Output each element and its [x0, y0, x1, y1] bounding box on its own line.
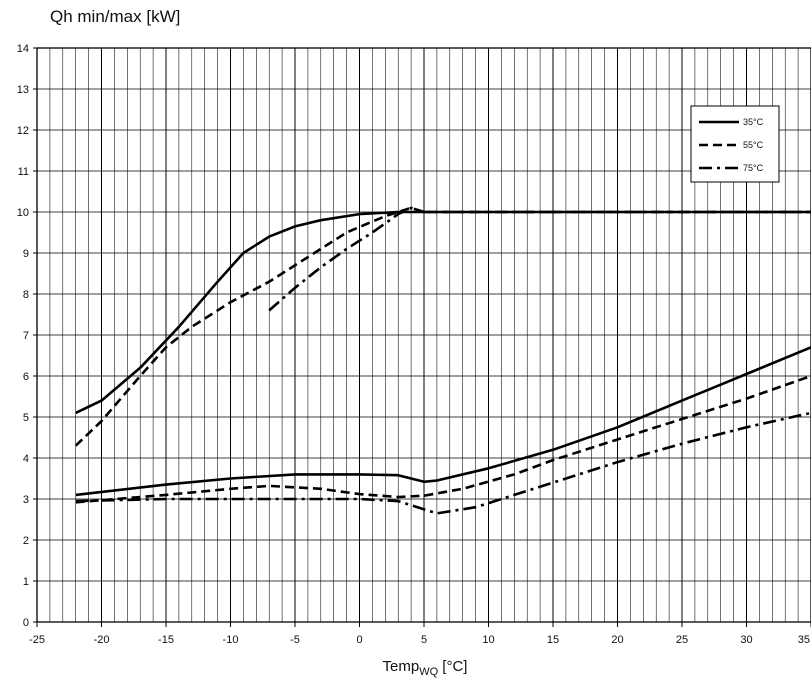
y-tick-label: 1: [23, 576, 29, 588]
legend-label: 35°C: [743, 117, 764, 127]
y-tick-label: 6: [23, 371, 29, 383]
y-axis-label: Qh min/max [kW]: [50, 7, 180, 26]
series-line-solid-min: [75, 346, 811, 497]
series-line-dashdot-min: [75, 411, 811, 515]
y-tick-label: 5: [23, 412, 29, 424]
x-tick-labels: -25 -20 -15 -10 -5 0 5 10 15 20 25 30 35: [29, 622, 811, 646]
x-axis-label-sub: WQ: [419, 666, 438, 678]
y-tick-label: 2: [23, 535, 29, 547]
y-tick-label: 12: [17, 125, 29, 137]
x-tick-label: 20: [611, 634, 623, 646]
x-axis-label: TempWQ [°C]: [383, 658, 468, 678]
x-tick-label: 25: [676, 634, 688, 646]
y-tick-label: 14: [17, 43, 29, 55]
series-line-solid-max: [75, 210, 811, 415]
y-tick-label: 8: [23, 289, 29, 301]
x-tick-label: -20: [94, 634, 110, 646]
x-axis-label-main: Temp: [383, 658, 420, 675]
x-tick-label: -5: [290, 634, 300, 646]
legend-label: 75°C: [743, 163, 764, 173]
x-tick-label: 30: [740, 634, 752, 646]
x-axis-label-unit: [°C]: [438, 658, 467, 675]
y-tick-label: 3: [23, 494, 29, 506]
x-tick-label: 35: [798, 634, 810, 646]
y-tick-label: 9: [23, 248, 29, 260]
series-line-dashed-min: [75, 374, 811, 504]
y-tick-label: 7: [23, 330, 29, 342]
series-line-dashdot-max: [268, 206, 811, 312]
series-line-dashed-max: [74, 206, 811, 447]
series-layer: [74, 206, 811, 515]
x-tick-label: -15: [158, 634, 174, 646]
y-tick-label: 11: [18, 166, 29, 178]
x-tick-label: -10: [223, 634, 239, 646]
y-tick-label: 4: [23, 453, 29, 465]
legend-label: 55°C: [743, 140, 764, 150]
y-tick-label: 0: [23, 617, 29, 629]
x-tick-label: -25: [29, 634, 45, 646]
y-tick-label: 13: [17, 84, 29, 96]
x-tick-label: 0: [356, 634, 362, 646]
x-tick-label: 10: [482, 634, 494, 646]
x-tick-label: 5: [421, 634, 427, 646]
x-tick-label: 15: [547, 634, 559, 646]
y-tick-label: 10: [17, 207, 29, 219]
legend: 35°C 55°C 75°C: [690, 105, 780, 183]
